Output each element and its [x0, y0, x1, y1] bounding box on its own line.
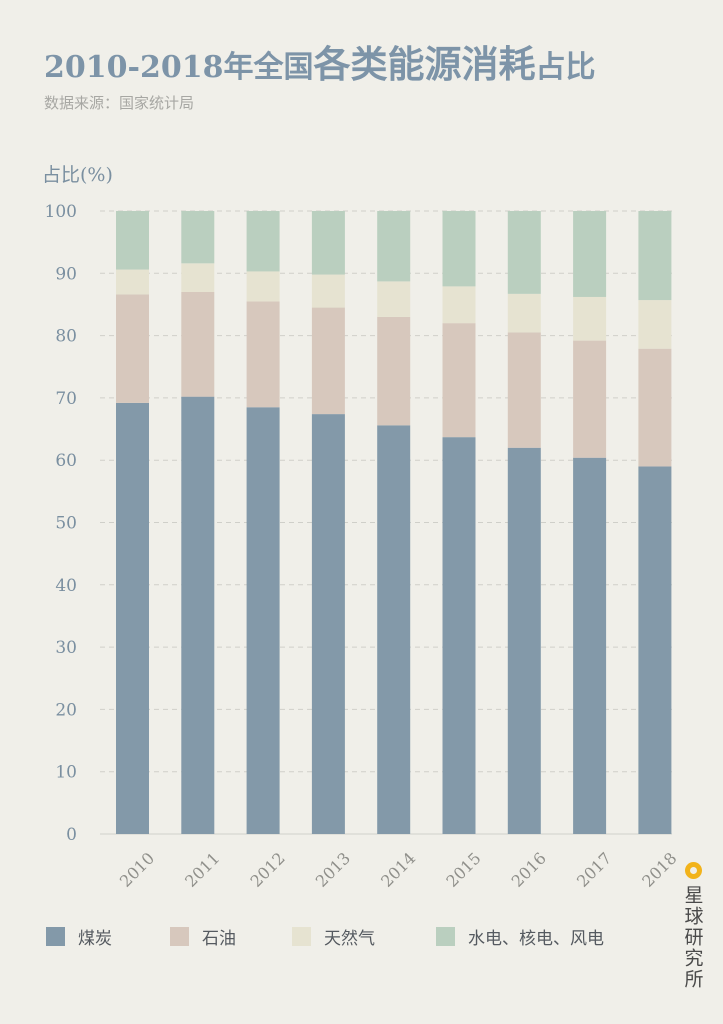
bar-segment — [181, 291, 215, 397]
bar-segment — [442, 211, 476, 287]
brand-logo-icon — [684, 862, 702, 879]
x-tick-label: 2012 — [246, 849, 288, 891]
bar-segment — [116, 269, 149, 295]
bar-segment — [377, 211, 411, 282]
bar-segment — [116, 294, 149, 403]
bar-segment — [246, 211, 280, 272]
data-source-subtitle: 数据来源：国家统计局 — [44, 94, 195, 112]
bar-segment — [573, 340, 607, 458]
bar-segment — [181, 211, 215, 264]
bar-segment — [377, 425, 411, 834]
x-tick-label: 2010 — [116, 849, 158, 891]
title-suffix: 占比 — [535, 50, 596, 85]
bar-segment — [377, 316, 411, 426]
bar-segment — [246, 407, 280, 834]
x-tick-label: 2014 — [377, 849, 419, 891]
bar-segment — [311, 274, 345, 308]
y-tick-label: 60 — [55, 451, 77, 471]
legend-label: 煤炭 — [78, 929, 112, 949]
bar-segment — [246, 301, 280, 408]
bar-segment — [116, 402, 149, 834]
legend-item: 煤炭 — [46, 924, 112, 949]
legend-swatch — [46, 927, 65, 946]
brand-watermark: 星球研究所 — [680, 862, 706, 990]
stacked-bar-chart: 占比(%) 0 10 20 30 40 50 60 70 80 90 100 2010 2011 2012 2… — [42, 164, 681, 891]
bar-segment — [246, 271, 280, 302]
y-tick-label: 100 — [45, 202, 77, 222]
legend-item: 天然气 — [292, 924, 375, 949]
bar-segment — [507, 447, 541, 834]
bar-segment — [116, 211, 149, 270]
bar-segment — [181, 396, 215, 834]
bar-segment — [507, 211, 541, 294]
bar-segment — [442, 437, 476, 834]
x-tick-label: 2011 — [181, 849, 223, 891]
bar-segment — [311, 307, 345, 415]
x-tick-label: 2015 — [442, 849, 484, 891]
title-prefix: 2010-2018年全国 — [44, 50, 314, 85]
y-tick-label: 0 — [66, 825, 77, 845]
legend-item: 水电、核电、风电 — [436, 924, 604, 949]
bar-segment — [638, 211, 672, 301]
x-tick-label: 2018 — [638, 849, 680, 891]
y-tick-label: 20 — [55, 700, 77, 720]
y-tick-label: 90 — [55, 264, 77, 284]
bar-segment — [442, 323, 476, 438]
x-tick-label: 2017 — [573, 849, 615, 891]
bar-segment — [311, 211, 345, 275]
y-tick-label: 30 — [55, 638, 77, 658]
bar-segment — [377, 281, 411, 317]
legend-swatch — [436, 927, 455, 946]
legend-swatch — [170, 927, 189, 946]
bar-segment — [442, 286, 476, 324]
legend-label: 水电、核电、风电 — [468, 929, 604, 949]
y-tick-label: 50 — [55, 514, 77, 534]
y-tick-label: 80 — [55, 327, 77, 347]
title-emphasis: 各类能源消耗 — [313, 42, 536, 86]
bar-segment — [507, 332, 541, 448]
y-tick-label: 40 — [55, 576, 77, 596]
bar-segment — [638, 466, 672, 834]
legend-swatch — [292, 927, 311, 946]
bar-segment — [573, 296, 607, 341]
legend-item: 石油 — [170, 924, 236, 949]
page-title: 2010-2018年全国各类能源消耗占比 — [44, 34, 595, 88]
x-tick-label: 2013 — [312, 849, 354, 891]
y-tick-label: 10 — [55, 763, 77, 783]
bar-segment — [638, 300, 672, 349]
x-tick-label: 2016 — [508, 849, 550, 891]
bar-segment — [638, 348, 672, 467]
legend-label: 石油 — [202, 929, 236, 949]
y-tick-label: 70 — [55, 389, 77, 409]
bar-segment — [181, 263, 215, 292]
bar-segment — [573, 211, 607, 297]
y-axis-label: 占比(%) — [42, 164, 113, 186]
brand-name: 星球研究所 — [681, 885, 704, 990]
bar-segment — [507, 293, 541, 333]
bar-segment — [311, 414, 345, 834]
legend-label: 天然气 — [324, 929, 375, 949]
bar-segment — [573, 457, 607, 834]
